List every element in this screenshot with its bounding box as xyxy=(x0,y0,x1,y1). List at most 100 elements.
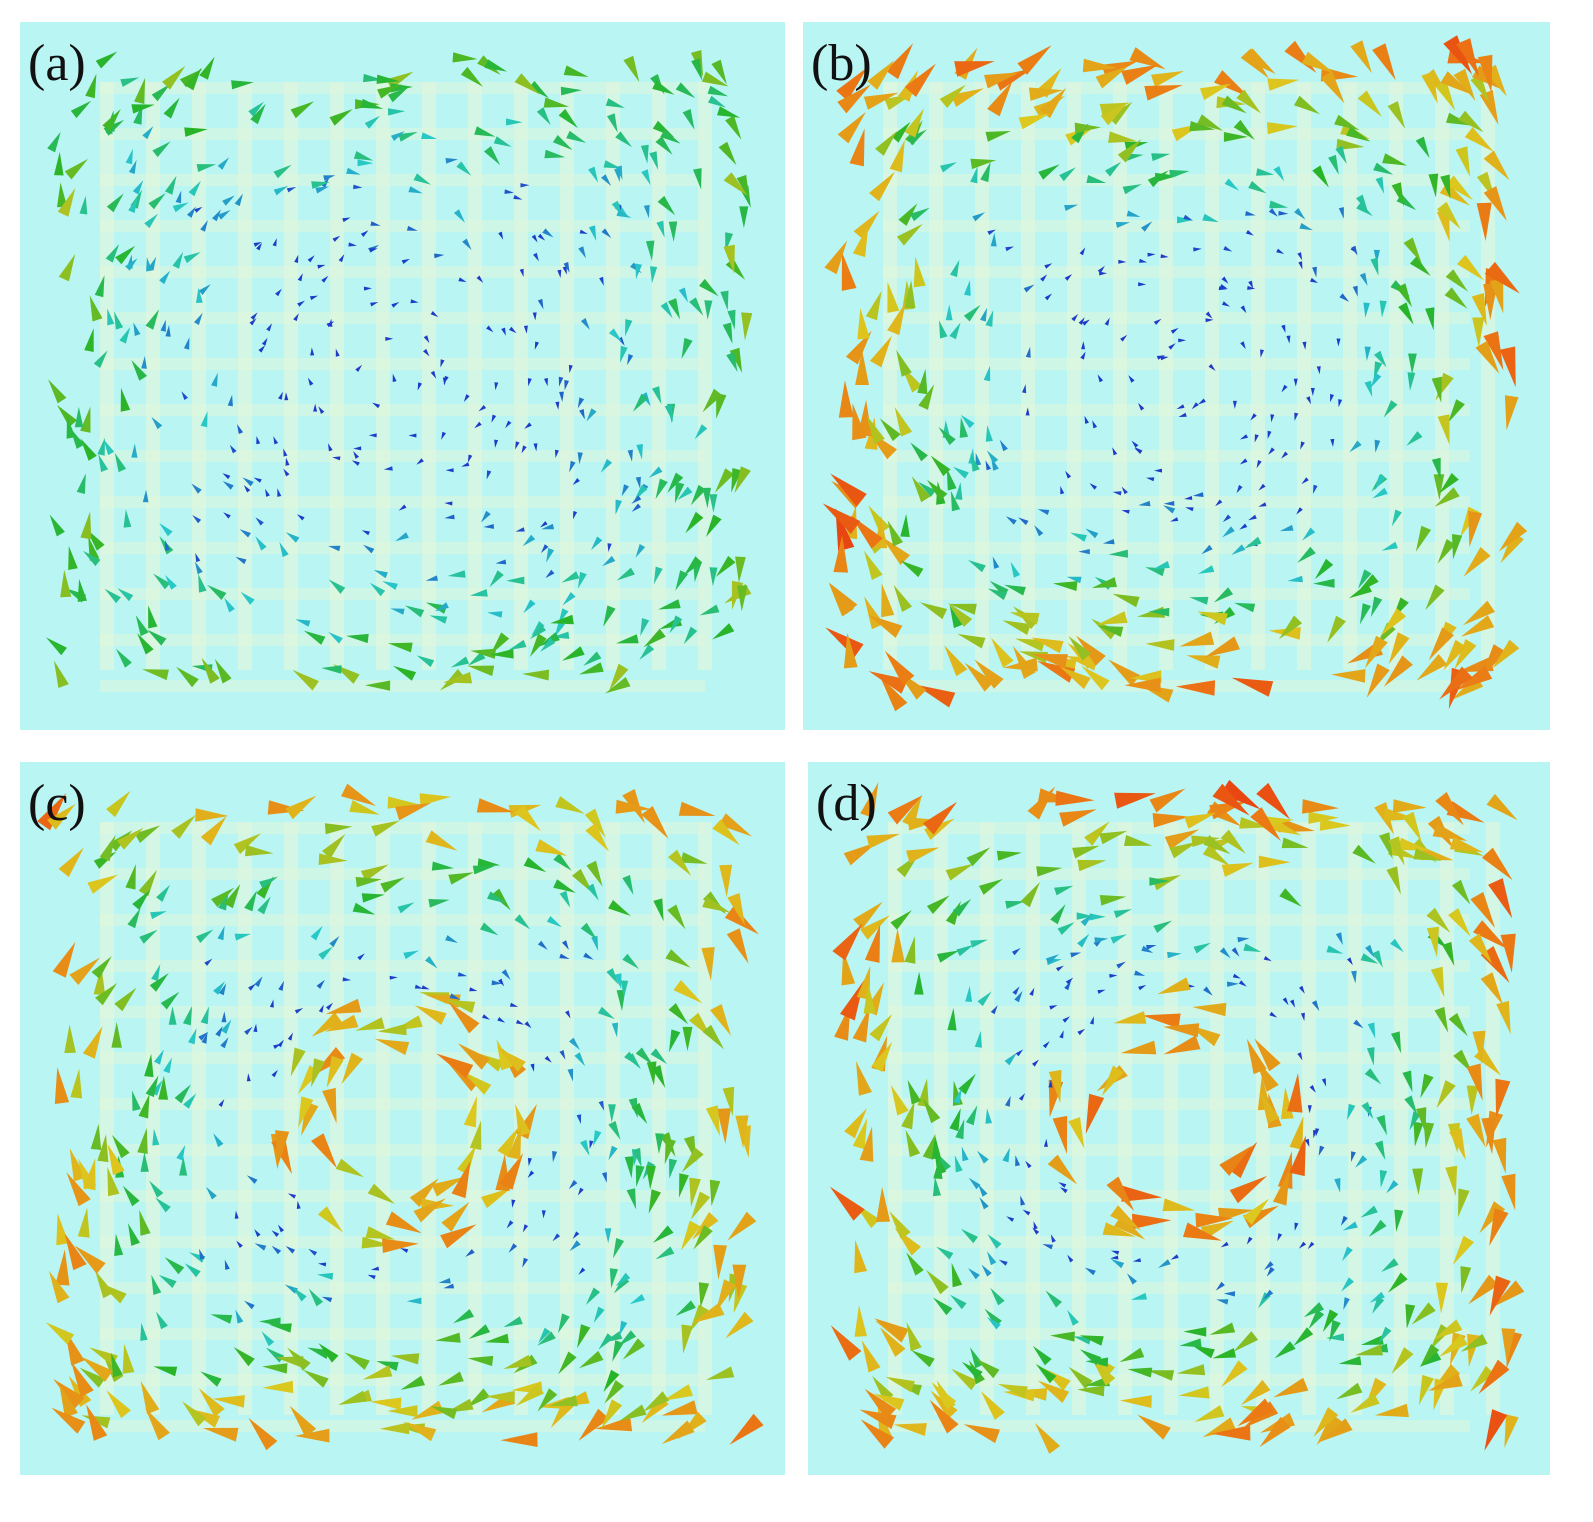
cone xyxy=(1311,1000,1320,1012)
cone xyxy=(603,160,622,169)
cone xyxy=(1293,378,1298,387)
cone xyxy=(54,660,69,688)
cone xyxy=(398,131,418,142)
cone xyxy=(911,1350,935,1368)
cone xyxy=(140,1322,148,1341)
cone xyxy=(351,460,360,466)
cone xyxy=(277,1224,285,1233)
cone xyxy=(315,186,330,194)
cone xyxy=(244,1300,255,1310)
cone xyxy=(978,1184,988,1197)
cone xyxy=(987,81,1013,117)
cone xyxy=(950,259,960,278)
cone xyxy=(1065,977,1074,985)
cone xyxy=(546,916,562,928)
cone xyxy=(1468,510,1483,548)
cone xyxy=(250,103,266,125)
cone xyxy=(608,1145,618,1161)
cone xyxy=(709,567,718,587)
cone xyxy=(1366,663,1390,698)
cone xyxy=(1435,81,1456,111)
cone xyxy=(155,1197,171,1213)
cone xyxy=(632,393,648,412)
cone xyxy=(656,220,665,238)
cone xyxy=(292,1286,307,1302)
cone xyxy=(1050,904,1066,925)
cone xyxy=(1232,400,1237,409)
cone xyxy=(1020,882,1040,908)
cone xyxy=(1350,40,1372,74)
cone xyxy=(828,583,854,617)
cone xyxy=(924,818,955,840)
cone xyxy=(1396,283,1412,308)
cone xyxy=(1121,486,1128,495)
cone xyxy=(159,523,173,537)
cone xyxy=(1360,953,1379,964)
cone xyxy=(1212,1348,1237,1359)
cone xyxy=(1483,150,1510,181)
cone xyxy=(1479,1201,1506,1234)
cone xyxy=(277,488,282,497)
cone xyxy=(1281,837,1309,849)
cone xyxy=(968,1177,981,1190)
cone xyxy=(1310,277,1319,283)
cone xyxy=(739,206,749,229)
cone xyxy=(559,890,571,908)
cone xyxy=(1342,1246,1353,1262)
cone xyxy=(683,626,698,645)
cone xyxy=(1433,474,1445,501)
cone xyxy=(1205,311,1213,319)
cone xyxy=(959,417,969,438)
cone xyxy=(353,184,363,190)
cone xyxy=(1387,101,1406,129)
cone xyxy=(1052,581,1078,591)
cone xyxy=(1097,611,1128,625)
cone xyxy=(406,225,418,231)
cone xyxy=(1084,821,1110,846)
cone xyxy=(1466,1113,1486,1148)
cone xyxy=(917,481,936,497)
cone xyxy=(1231,947,1240,957)
stripe xyxy=(1302,822,1316,1415)
cone xyxy=(352,902,376,915)
cone xyxy=(952,466,969,479)
cone xyxy=(948,602,973,627)
cone xyxy=(1370,257,1379,276)
cone xyxy=(837,112,866,144)
cone xyxy=(1452,534,1463,560)
cone xyxy=(506,1220,514,1229)
cone xyxy=(1129,47,1166,70)
cone xyxy=(837,84,871,114)
cone xyxy=(215,1026,223,1037)
cone xyxy=(640,144,649,164)
cone xyxy=(104,588,121,604)
cone xyxy=(1307,1241,1315,1250)
cone xyxy=(294,1428,330,1443)
cone xyxy=(523,325,528,334)
cone xyxy=(223,884,241,909)
cone xyxy=(95,983,118,1006)
cone xyxy=(421,985,430,990)
cone xyxy=(158,1075,169,1100)
stripe xyxy=(1026,822,1040,1415)
cone xyxy=(132,1090,141,1111)
cone xyxy=(355,876,382,888)
cone xyxy=(1219,284,1228,289)
cone xyxy=(365,1226,396,1240)
cone xyxy=(843,841,878,866)
cone xyxy=(1420,1073,1434,1099)
cone xyxy=(1290,999,1295,1008)
cone xyxy=(1184,812,1217,829)
cone xyxy=(898,203,918,226)
cone xyxy=(653,566,663,585)
cone xyxy=(607,543,612,552)
cone xyxy=(579,662,604,675)
cone xyxy=(391,302,400,308)
cone xyxy=(1351,245,1358,256)
cone xyxy=(714,468,735,493)
stripe xyxy=(698,822,712,1415)
cone xyxy=(996,850,1022,861)
cone xyxy=(363,286,372,291)
cone xyxy=(1006,1216,1015,1222)
cone xyxy=(296,1200,301,1209)
